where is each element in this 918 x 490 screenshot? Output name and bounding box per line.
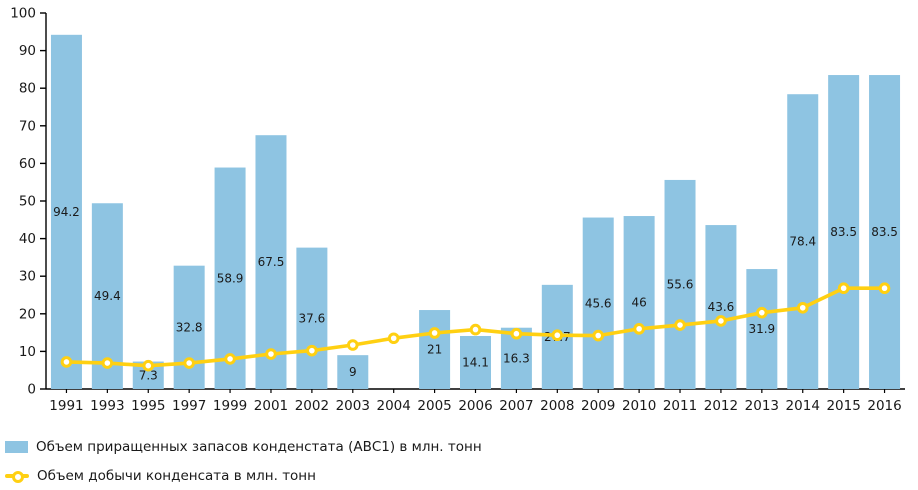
bar-label-2016: 83.5 <box>871 225 898 239</box>
y-tick-label-60: 60 <box>19 156 36 172</box>
x-tick-label-2002: 2002 <box>295 398 329 414</box>
bar-1991 <box>50 34 82 390</box>
line-marker-1993 <box>101 357 114 369</box>
bar-2009 <box>582 217 614 389</box>
bar-label-2003: 9 <box>349 365 357 379</box>
x-tick-label-1999: 1999 <box>213 398 247 414</box>
x-tick-label-2010: 2010 <box>622 398 656 414</box>
line-marker-1999 <box>224 353 236 365</box>
x-tick-label-2005: 2005 <box>417 398 451 414</box>
bar-label-2015: 83.5 <box>830 225 857 239</box>
x-tick-label-2014: 2014 <box>786 398 820 414</box>
y-tick-label-90: 90 <box>19 43 36 59</box>
y-tick-label-0: 0 <box>27 382 36 398</box>
bar-2010 <box>623 216 655 389</box>
line-marker-2010 <box>633 323 645 335</box>
line-marker-2007 <box>510 327 523 340</box>
bar-2011 <box>664 179 696 389</box>
x-tick-label-2001: 2001 <box>254 398 288 414</box>
line-marker-1991 <box>60 356 73 368</box>
y-tick-label-70: 70 <box>19 118 36 134</box>
bar-label-2011: 55.6 <box>667 277 694 291</box>
line-marker-2008 <box>551 329 564 342</box>
bar-label-2006: 14.1 <box>462 355 489 369</box>
bar-2003 <box>337 355 369 389</box>
line-marker-2013 <box>756 306 768 319</box>
line-marker-1995 <box>142 359 155 372</box>
bar-label-2013: 31.9 <box>748 322 775 336</box>
line-marker-1997 <box>183 357 195 369</box>
x-tick-label-2013: 2013 <box>745 398 779 414</box>
x-tick-label-2007: 2007 <box>499 398 533 414</box>
line-marker-2016 <box>878 282 891 295</box>
bar-2014 <box>787 94 819 389</box>
bar-label-1997: 32.8 <box>176 320 203 334</box>
x-tick-label-2011: 2011 <box>663 398 697 414</box>
x-tick-label-1991: 1991 <box>49 398 83 414</box>
line-marker-2009 <box>592 329 605 342</box>
x-tick-label-2016: 2016 <box>867 398 901 414</box>
bar-label-2009: 45.6 <box>585 296 612 310</box>
x-tick-label-1995: 1995 <box>131 398 165 414</box>
bar-2016 <box>869 75 901 389</box>
bar-label-1993: 49.4 <box>94 289 121 303</box>
y-tick-label-100: 100 <box>10 6 36 22</box>
y-tick-label-50: 50 <box>19 194 36 210</box>
bar-label-2007: 16.3 <box>503 351 530 365</box>
x-tick-label-2009: 2009 <box>581 398 615 414</box>
line-marker-2003 <box>346 339 359 351</box>
bar-1999 <box>214 167 246 389</box>
x-tick-label-1997: 1997 <box>172 398 206 414</box>
y-tick-label-80: 80 <box>19 81 36 97</box>
line-marker-2015 <box>837 282 850 295</box>
bar-series-swatch-icon <box>5 440 28 453</box>
legend-item-production: Объем добычи конденсата в млн. тонн <box>5 461 918 490</box>
line-marker-2006 <box>469 323 482 336</box>
chart-legend: Объем приращенных запасов конденстата (А… <box>0 432 918 490</box>
line-series-swatch-icon <box>5 470 29 483</box>
line-marker-2004 <box>387 332 400 345</box>
bar-label-2005: 21 <box>427 343 442 357</box>
bar-label-2002: 37.6 <box>299 311 326 325</box>
bar-label-1995: 7.3 <box>139 368 158 382</box>
legend-label-reserves: Объем приращенных запасов конденстата (А… <box>36 438 482 455</box>
combo-chart: 0 10 20 30 40 50 60 70 80 90 100 94.2 49.4 7.3 32.8 58.… <box>10 6 905 414</box>
line-marker-2014 <box>796 301 809 314</box>
line-marker-2001 <box>265 348 277 360</box>
x-tick-label-2003: 2003 <box>336 398 370 414</box>
bar-2005 <box>419 310 451 389</box>
line-marker-2012 <box>715 315 727 327</box>
bar-label-2010: 46 <box>631 296 646 310</box>
y-tick-label-10: 10 <box>19 344 36 360</box>
bar-label-1991: 94.2 <box>53 205 80 219</box>
bar-label-2014: 78.4 <box>789 235 816 249</box>
x-tick-label-1993: 1993 <box>90 398 124 414</box>
bar-label-1999: 58.9 <box>217 271 244 285</box>
y-tick-label-30: 30 <box>19 269 36 285</box>
bar-2013 <box>746 269 778 389</box>
x-tick-label-2008: 2008 <box>540 398 574 414</box>
bar-2015 <box>828 75 860 389</box>
bar-2006 <box>460 335 491 389</box>
line-marker-2002 <box>306 344 318 357</box>
bar-label-2012: 43.6 <box>708 300 735 314</box>
x-tick-label-2012: 2012 <box>704 398 738 414</box>
line-marker-2011 <box>674 319 686 331</box>
y-tick-label-40: 40 <box>19 231 36 247</box>
legend-item-reserves: Объем приращенных запасов конденстата (А… <box>5 432 918 461</box>
chart-area: 0 10 20 30 40 50 60 70 80 90 100 94.2 49.4 7.3 32.8 58.… <box>10 6 905 414</box>
bar-2002 <box>296 247 328 389</box>
x-tick-label-2004: 2004 <box>377 398 411 414</box>
x-tick-label-2015: 2015 <box>826 398 860 414</box>
legend-label-production: Объем добычи конденсата в млн. тонн <box>37 467 316 484</box>
bar-label-2001: 67.5 <box>258 255 285 269</box>
bar-2001 <box>255 135 287 389</box>
bar-2012 <box>705 225 737 389</box>
y-tick-label-20: 20 <box>19 306 36 322</box>
x-tick-label-2006: 2006 <box>458 398 492 414</box>
line-marker-2005 <box>428 327 441 339</box>
